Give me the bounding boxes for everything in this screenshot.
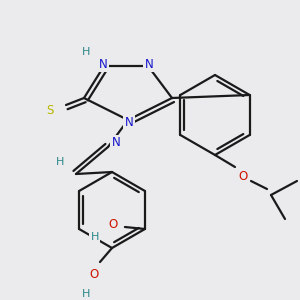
Text: N: N — [112, 136, 120, 149]
Text: O: O — [108, 218, 118, 232]
Text: H: H — [82, 47, 90, 57]
Text: H: H — [91, 232, 99, 242]
Text: N: N — [124, 116, 134, 128]
Text: N: N — [145, 58, 153, 70]
Text: O: O — [89, 268, 99, 281]
Text: O: O — [238, 170, 247, 184]
Text: N: N — [99, 58, 107, 70]
Text: H: H — [82, 289, 90, 299]
Text: S: S — [46, 104, 54, 118]
Text: H: H — [56, 157, 64, 167]
